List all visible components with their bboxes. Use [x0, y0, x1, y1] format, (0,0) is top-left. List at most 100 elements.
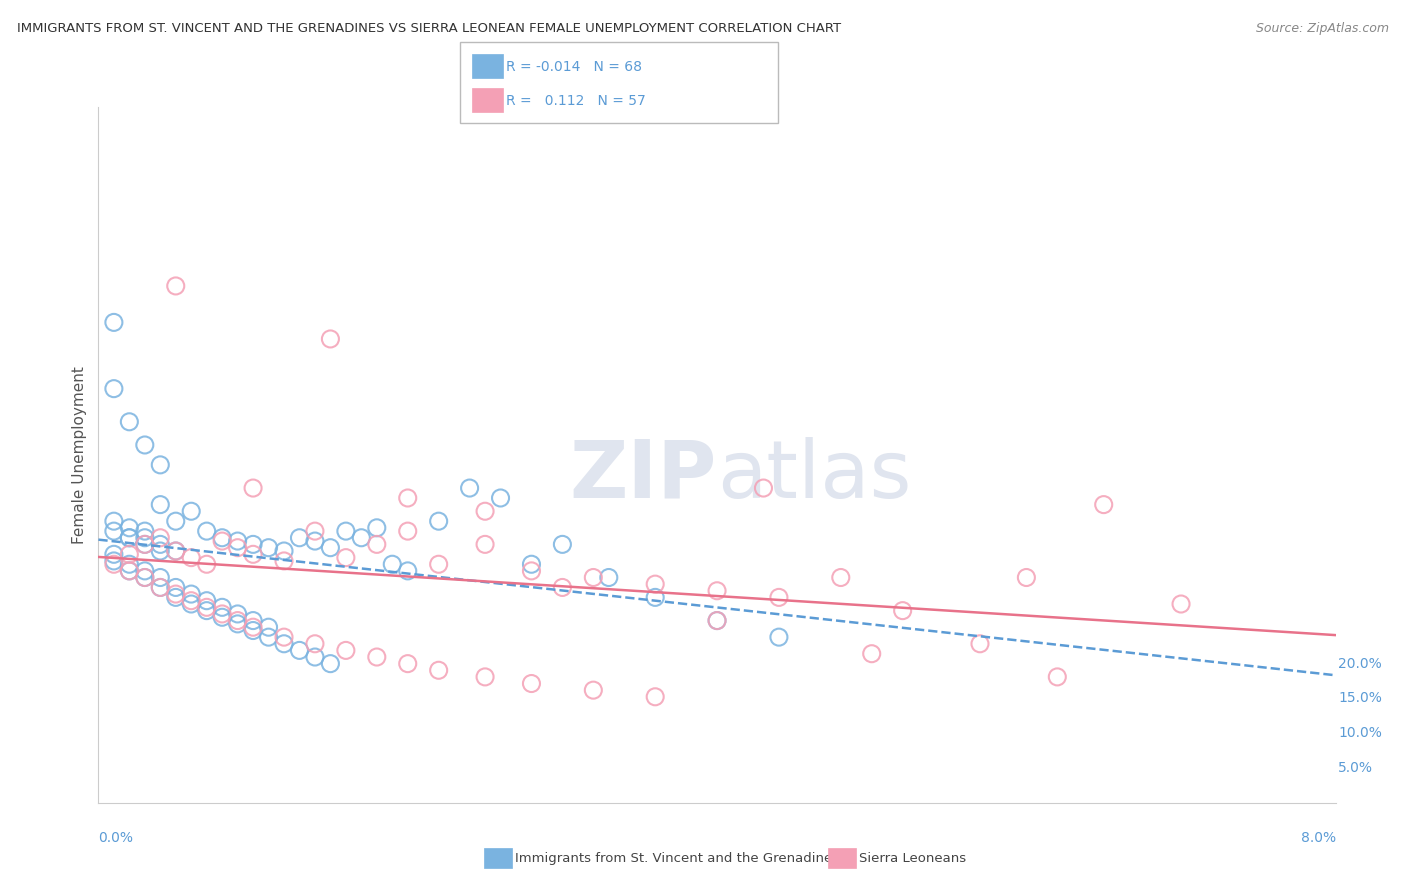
Point	[1092, 498, 1115, 512]
Point	[103, 524, 125, 538]
Text: ZIP: ZIP	[569, 437, 717, 515]
Point	[134, 537, 156, 551]
Point	[180, 504, 202, 518]
Point	[273, 554, 295, 568]
Text: 8.0%: 8.0%	[1301, 830, 1336, 845]
Point	[288, 643, 311, 657]
Point	[551, 537, 574, 551]
Point	[165, 581, 187, 595]
Point	[644, 591, 666, 605]
Point	[118, 547, 141, 561]
Point	[598, 570, 620, 584]
Point	[257, 620, 280, 634]
Point	[226, 616, 249, 631]
Point	[211, 531, 233, 545]
Point	[149, 581, 172, 595]
Point	[103, 382, 125, 396]
Point	[396, 657, 419, 671]
Point	[273, 630, 295, 644]
Point	[134, 438, 156, 452]
Text: 15.0%: 15.0%	[1339, 691, 1382, 706]
Point	[118, 558, 141, 572]
Point	[165, 587, 187, 601]
Point	[768, 591, 790, 605]
Point	[1015, 570, 1038, 584]
Point	[149, 537, 172, 551]
Point	[1170, 597, 1192, 611]
Point	[706, 614, 728, 628]
Point	[134, 537, 156, 551]
Point	[396, 524, 419, 538]
Text: 0.0%: 0.0%	[98, 830, 134, 845]
Point	[226, 607, 249, 621]
Point	[582, 570, 605, 584]
Point	[118, 531, 141, 545]
Point	[211, 607, 233, 621]
Point	[180, 593, 202, 607]
Point	[134, 570, 156, 584]
Point	[211, 610, 233, 624]
Point	[520, 564, 543, 578]
Point	[242, 547, 264, 561]
Point	[644, 690, 666, 704]
Point	[768, 630, 790, 644]
Point	[706, 583, 728, 598]
Point	[149, 458, 172, 472]
Point	[195, 600, 218, 615]
Point	[149, 581, 172, 595]
Point	[752, 481, 775, 495]
Point	[520, 676, 543, 690]
Point	[165, 591, 187, 605]
Point	[118, 531, 141, 545]
Text: Immigrants from St. Vincent and the Grenadines: Immigrants from St. Vincent and the Gren…	[515, 852, 839, 864]
Point	[366, 521, 388, 535]
Point	[427, 558, 450, 572]
Point	[520, 558, 543, 572]
Point	[458, 481, 481, 495]
Point	[180, 587, 202, 601]
Point	[195, 524, 218, 538]
Point	[474, 504, 496, 518]
Point	[273, 544, 295, 558]
Text: 20.0%: 20.0%	[1339, 657, 1382, 671]
Text: Source: ZipAtlas.com: Source: ZipAtlas.com	[1256, 22, 1389, 36]
Point	[180, 550, 202, 565]
Point	[257, 541, 280, 555]
Point	[180, 597, 202, 611]
Point	[335, 524, 357, 538]
Point	[381, 558, 404, 572]
Point	[242, 624, 264, 638]
Point	[149, 544, 172, 558]
Point	[969, 637, 991, 651]
Point	[288, 531, 311, 545]
Point	[319, 657, 342, 671]
Point	[165, 544, 187, 558]
Point	[350, 531, 373, 545]
Text: IMMIGRANTS FROM ST. VINCENT AND THE GRENADINES VS SIERRA LEONEAN FEMALE UNEMPLOY: IMMIGRANTS FROM ST. VINCENT AND THE GREN…	[17, 22, 841, 36]
Point	[165, 544, 187, 558]
Point	[103, 558, 125, 572]
Point	[242, 614, 264, 628]
Point	[860, 647, 883, 661]
Point	[257, 630, 280, 644]
Point	[195, 604, 218, 618]
Point	[195, 558, 218, 572]
Point	[149, 531, 172, 545]
Point	[211, 534, 233, 549]
Point	[134, 570, 156, 584]
Point	[427, 514, 450, 528]
Point	[366, 650, 388, 665]
Point	[644, 577, 666, 591]
Point	[891, 604, 914, 618]
Point	[396, 491, 419, 505]
Point	[149, 498, 172, 512]
Point	[304, 637, 326, 651]
Point	[366, 537, 388, 551]
Point	[242, 537, 264, 551]
Point	[242, 620, 264, 634]
Point	[118, 521, 141, 535]
Point	[706, 614, 728, 628]
Text: 10.0%: 10.0%	[1339, 726, 1382, 740]
Text: R = -0.014   N = 68: R = -0.014 N = 68	[506, 60, 643, 74]
Point	[226, 614, 249, 628]
